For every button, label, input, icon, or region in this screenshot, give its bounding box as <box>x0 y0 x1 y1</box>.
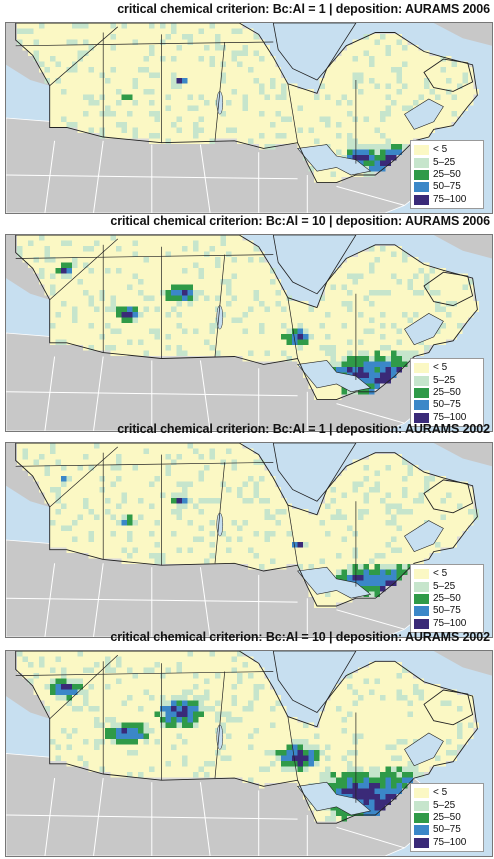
legend-label: 75–100 <box>433 195 466 205</box>
legend-label: < 5 <box>433 145 447 155</box>
legend-swatch <box>414 594 429 604</box>
map-legend: < 5 5–25 25–50 50–75 75–100 <box>410 140 484 209</box>
map-panel: critical chemical criterion: Bc:Al = 1 |… <box>0 2 494 216</box>
legend-swatch <box>414 825 429 835</box>
greenland-landmass <box>434 235 492 259</box>
legend-swatch <box>414 400 429 410</box>
legend-item: 25–50 <box>414 387 480 399</box>
legend-label: < 5 <box>433 363 447 373</box>
legend-label: 25–50 <box>433 594 461 604</box>
map-frame: < 5 5–25 25–50 50–75 75–100 <box>5 22 493 214</box>
legend-label: < 5 <box>433 788 447 798</box>
legend-item: 25–50 <box>414 169 480 181</box>
map-panel: critical chemical criterion: Bc:Al = 1 |… <box>0 422 494 640</box>
legend-swatch <box>414 170 429 180</box>
greenland-landmass <box>434 443 492 466</box>
map-frame: < 5 5–25 25–50 50–75 75–100 <box>5 650 493 857</box>
legend-label: 25–50 <box>433 388 461 398</box>
legend-label: 50–75 <box>433 606 461 616</box>
legend-item: < 5 <box>414 568 480 580</box>
legend-item: 5–25 <box>414 580 480 592</box>
legend-item: 5–25 <box>414 799 480 811</box>
legend-item: 25–50 <box>414 593 480 605</box>
legend-item: 75–100 <box>414 618 480 630</box>
legend-swatch <box>414 376 429 386</box>
legend-swatch <box>414 182 429 192</box>
legend-swatch <box>414 195 429 205</box>
map-legend: < 5 5–25 25–50 50–75 75–100 <box>410 783 484 852</box>
map-frame: < 5 5–25 25–50 50–75 75–100 <box>5 442 493 638</box>
map-legend: < 5 5–25 25–50 50–75 75–100 <box>410 564 484 633</box>
legend-label: 25–50 <box>433 813 461 823</box>
panel-title: critical chemical criterion: Bc:Al = 1 |… <box>117 422 490 436</box>
legend-label: 5–25 <box>433 376 455 386</box>
legend-label: < 5 <box>433 569 447 579</box>
legend-item: 50–75 <box>414 605 480 617</box>
legend-label: 50–75 <box>433 400 461 410</box>
legend-item: 50–75 <box>414 399 480 411</box>
legend-item: 5–25 <box>414 156 480 168</box>
map-panel: critical chemical criterion: Bc:Al = 10 … <box>0 214 494 434</box>
panel-title: critical chemical criterion: Bc:Al = 10 … <box>110 630 490 644</box>
legend-swatch <box>414 145 429 155</box>
legend-item: 75–100 <box>414 837 480 849</box>
legend-swatch <box>414 838 429 848</box>
legend-swatch <box>414 363 429 373</box>
greenland-landmass <box>434 23 492 46</box>
legend-item: < 5 <box>414 362 480 374</box>
legend-label: 5–25 <box>433 582 455 592</box>
legend-item: 50–75 <box>414 181 480 193</box>
legend-item: < 5 <box>414 144 480 156</box>
legend-swatch <box>414 788 429 798</box>
legend-label: 5–25 <box>433 801 455 811</box>
legend-swatch <box>414 606 429 616</box>
legend-swatch <box>414 619 429 629</box>
legend-swatch <box>414 801 429 811</box>
legend-swatch <box>414 582 429 592</box>
greenland-landmass <box>434 651 492 676</box>
legend-item: 50–75 <box>414 824 480 836</box>
legend-item: 75–100 <box>414 194 480 206</box>
legend-swatch <box>414 569 429 579</box>
legend-item: < 5 <box>414 787 480 799</box>
legend-label: 50–75 <box>433 825 461 835</box>
legend-label: 50–75 <box>433 182 461 192</box>
panel-title: critical chemical criterion: Bc:Al = 1 |… <box>117 2 490 16</box>
legend-item: 5–25 <box>414 374 480 386</box>
legend-swatch <box>414 388 429 398</box>
legend-swatch <box>414 813 429 823</box>
legend-label: 75–100 <box>433 838 466 848</box>
map-panel: critical chemical criterion: Bc:Al = 10 … <box>0 630 494 859</box>
legend-item: 25–50 <box>414 812 480 824</box>
legend-label: 25–50 <box>433 170 461 180</box>
legend-label: 75–100 <box>433 619 466 629</box>
panel-title: critical chemical criterion: Bc:Al = 10 … <box>110 214 490 228</box>
legend-label: 5–25 <box>433 158 455 168</box>
legend-swatch <box>414 158 429 168</box>
